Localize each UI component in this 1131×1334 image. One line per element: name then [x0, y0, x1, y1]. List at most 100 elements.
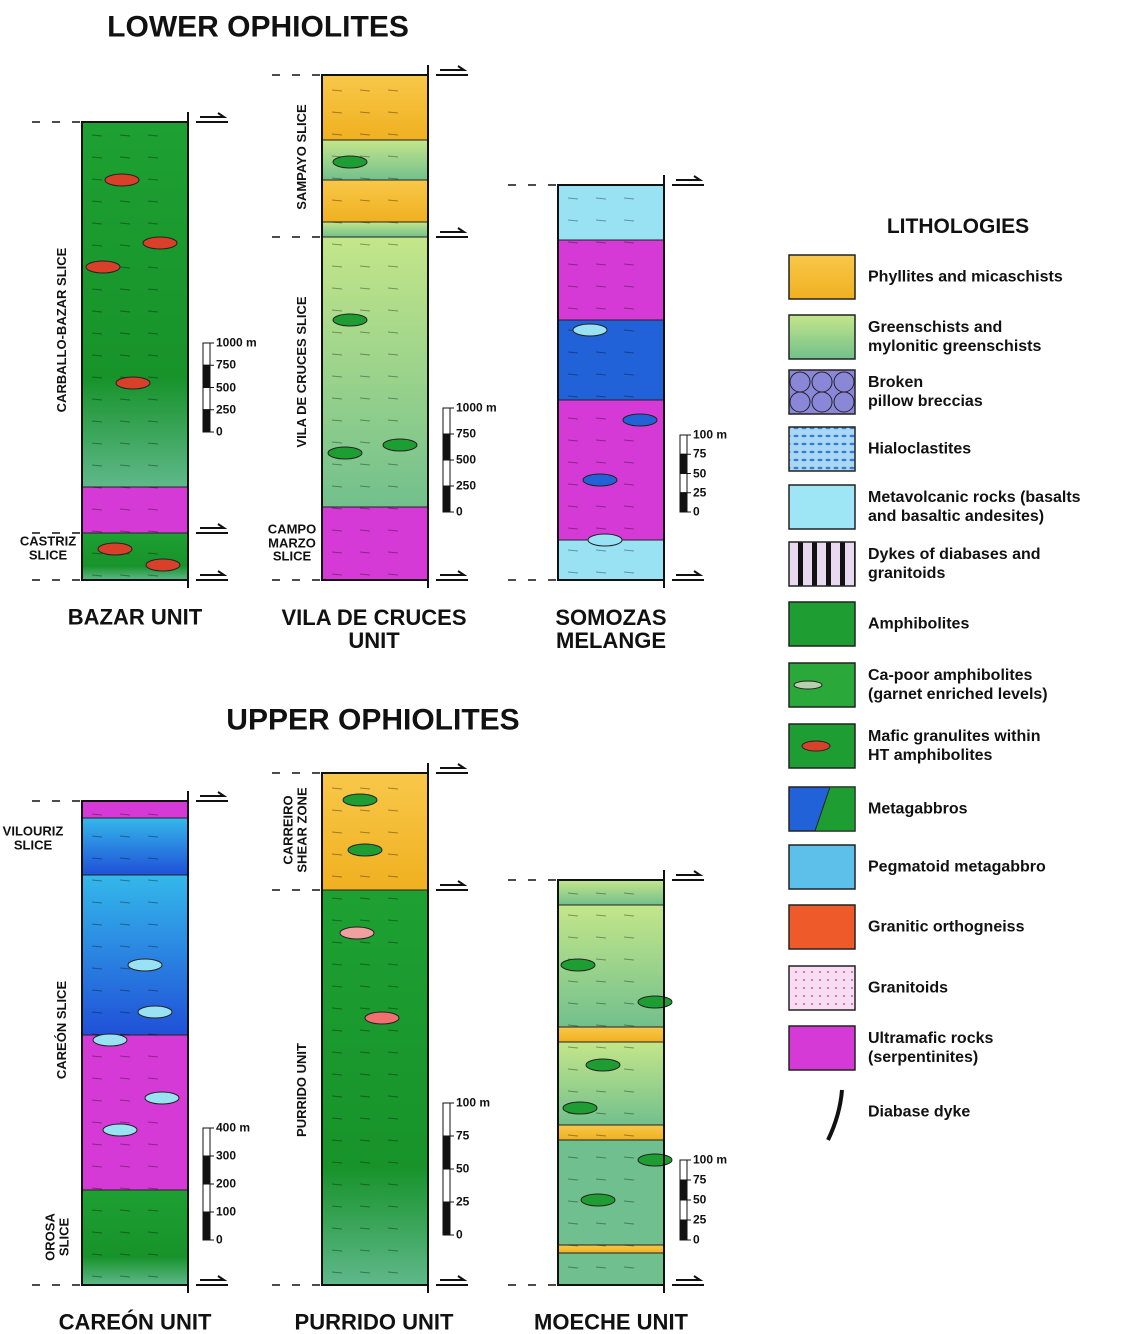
scale-segment — [680, 435, 687, 454]
scale-label: 25 — [693, 486, 706, 499]
layer — [322, 507, 428, 580]
scale-label: 1000 m — [456, 402, 497, 415]
scale-label: 75 — [456, 1130, 469, 1143]
slice-label: CASTRIZ SLICE — [20, 534, 76, 561]
lens — [561, 959, 595, 971]
scale-label: 100 m — [693, 1154, 727, 1167]
lens — [563, 1102, 597, 1114]
scale-label: 0 — [216, 426, 223, 439]
thrust-arrow — [200, 571, 224, 575]
legend-label: Metagabbros — [868, 799, 968, 818]
section-title: UPPER OPHIOLITES — [226, 704, 519, 736]
legend-label: Diabase dyke — [868, 1102, 970, 1121]
scale-label: 500 — [216, 381, 236, 394]
layer — [322, 890, 428, 1285]
layer — [322, 773, 428, 890]
legend-label: Dykes of diabases and granitoids — [868, 545, 1041, 583]
thrust-arrow — [440, 228, 464, 232]
thrust-arrow — [440, 1276, 464, 1280]
thrust-arrow — [676, 176, 700, 180]
scale-segment — [680, 1180, 687, 1200]
lens — [383, 439, 417, 451]
section-title: LOWER OPHIOLITES — [107, 11, 409, 43]
thrust-arrow — [200, 792, 224, 796]
scale-label: 0 — [693, 1234, 700, 1247]
lens — [146, 559, 180, 571]
page: LOWER OPHIOLITES1000 m7505002500CARBALLO… — [0, 0, 1131, 1334]
slice-label: VILA DE CRUCES SLICE — [295, 296, 309, 447]
legend-label: Greenschists and mylonitic greenschists — [868, 318, 1041, 356]
scale-segment — [443, 486, 450, 512]
pillow — [834, 372, 854, 392]
thrust-arrow — [200, 1276, 224, 1280]
slice-label: PURRIDO UNIT — [295, 1043, 309, 1137]
scale-segment — [680, 493, 687, 512]
slice-label: CAREÓN SLICE — [55, 981, 69, 1079]
lens — [573, 324, 607, 336]
legend-swatch — [789, 905, 855, 949]
scale-segment — [203, 343, 210, 365]
legend-label: Mafic granulites within HT amphibolites — [868, 727, 1040, 765]
lens — [143, 237, 177, 249]
lens — [93, 1034, 127, 1046]
scale-label: 50 — [456, 1163, 469, 1176]
scale-segment — [443, 1202, 450, 1235]
lens — [588, 534, 622, 546]
legend-label: Hialoclastites — [868, 439, 971, 458]
unit-name: BAZAR UNIT — [68, 605, 202, 628]
lens — [333, 156, 367, 168]
scale-label: 100 — [216, 1206, 236, 1219]
scale-label: 0 — [693, 506, 700, 519]
unit-name: CAREÓN UNIT — [59, 1310, 212, 1333]
lens — [638, 996, 672, 1008]
scale-label: 1000 m — [216, 337, 257, 350]
thrust-arrow — [676, 871, 700, 875]
pillow — [790, 392, 810, 412]
slice-label: CARREIRO SHEAR ZONE — [281, 787, 308, 872]
scale-label: 250 — [216, 403, 236, 416]
legend-swatch — [789, 255, 855, 299]
scale-segment — [203, 1128, 210, 1156]
lens — [145, 1092, 179, 1104]
scale-label: 500 — [456, 454, 476, 467]
unit-name: SOMOZAS MELANGE — [555, 606, 666, 652]
scale-segment — [443, 1136, 450, 1169]
layer — [82, 1190, 188, 1285]
thrust-arrow — [440, 66, 464, 70]
scale-segment — [203, 410, 210, 432]
scale-segment — [203, 1212, 210, 1240]
scale-label: 25 — [456, 1196, 469, 1209]
legend-swatch — [789, 1026, 855, 1070]
scale-segment — [680, 1220, 687, 1240]
thrust-arrow — [440, 881, 464, 885]
scale-label: 100 m — [693, 429, 727, 442]
slice-label: CARBALLO-BAZAR SLICE — [55, 248, 69, 413]
scale-segment — [680, 1200, 687, 1220]
layer — [558, 1027, 664, 1042]
scale-label: 0 — [216, 1234, 223, 1247]
legend-label: Broken pillow breccias — [868, 373, 983, 411]
slice-label: VILOURIZ SLICE — [3, 824, 64, 851]
unit-name: PURRIDO UNIT — [295, 1310, 454, 1333]
pillow — [790, 372, 810, 392]
scale-segment — [443, 408, 450, 434]
lens — [583, 474, 617, 486]
layer — [322, 222, 428, 237]
layer — [82, 818, 188, 875]
lens — [343, 794, 377, 806]
scale-segment — [443, 434, 450, 460]
legend-label: Amphibolites — [868, 614, 969, 633]
scale-segment — [203, 388, 210, 410]
legend-swatch — [789, 485, 855, 529]
lens — [340, 927, 374, 939]
lens — [623, 414, 657, 426]
legend-label: Ultramafic rocks (serpentinites) — [868, 1029, 993, 1067]
lens — [138, 1006, 172, 1018]
lens — [365, 1012, 399, 1024]
scale-label: 100 m — [456, 1097, 490, 1110]
unit-name: VILA DE CRUCES UNIT — [282, 606, 467, 652]
thrust-arrow — [440, 571, 464, 575]
lens — [333, 314, 367, 326]
layer — [322, 237, 428, 507]
legend-swatch — [789, 602, 855, 646]
